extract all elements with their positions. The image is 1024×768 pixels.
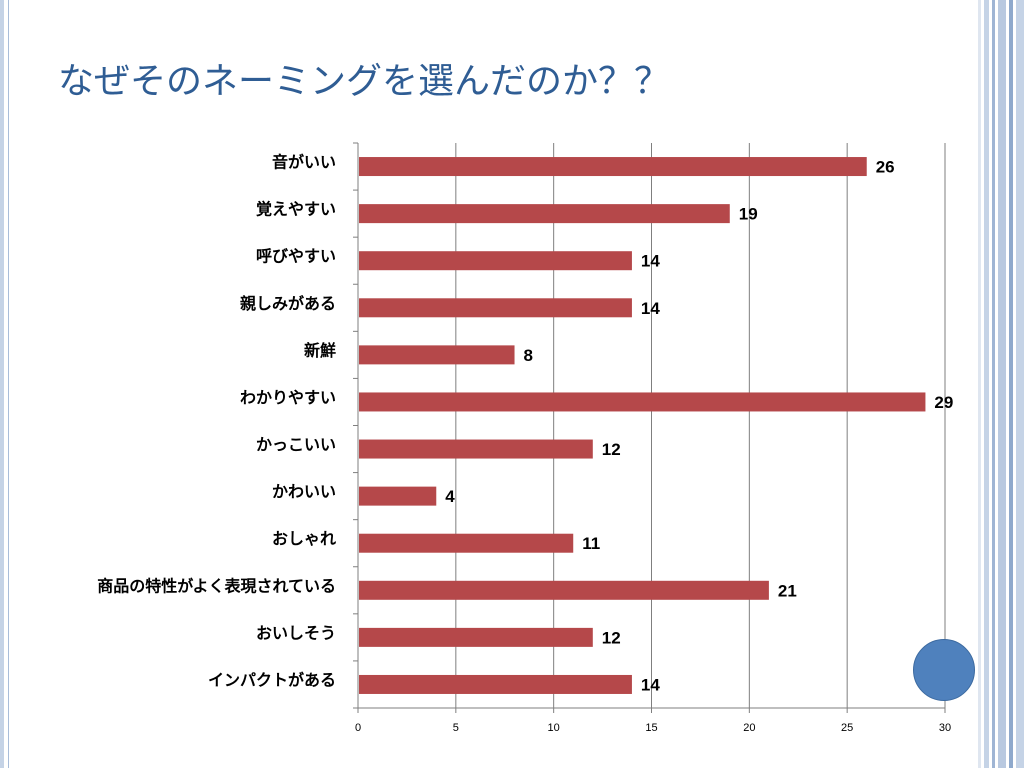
category-label: 音がいい <box>272 153 336 172</box>
data-label: 12 <box>602 628 621 647</box>
data-label: 19 <box>739 205 758 224</box>
category-label: おいしそう <box>256 623 336 642</box>
bar <box>359 533 574 553</box>
x-tick-label: 25 <box>841 722 853 734</box>
data-label: 14 <box>641 675 660 694</box>
category-label: 覚えやすい <box>256 200 336 219</box>
bar <box>359 627 593 647</box>
bar <box>359 392 926 412</box>
bar <box>359 439 593 459</box>
bar <box>359 486 437 506</box>
right-decorative-stripes <box>978 0 1024 768</box>
category-label: おしゃれ <box>272 529 336 548</box>
left-frame-line <box>8 0 9 768</box>
category-label: かっこいい <box>256 435 336 454</box>
x-tick-label: 5 <box>453 722 459 734</box>
slide-title: なぜそのネーミングを選んだのか？？ <box>58 61 671 102</box>
bar <box>359 298 632 318</box>
category-label: インパクトがある <box>208 670 336 689</box>
x-tick-label: 30 <box>939 722 951 734</box>
x-tick-label: 20 <box>743 722 755 734</box>
category-label: 親しみがある <box>240 294 336 313</box>
bar <box>359 345 515 365</box>
data-label: 4 <box>445 487 455 506</box>
x-tick-label: 15 <box>645 722 657 734</box>
data-label: 29 <box>934 393 953 412</box>
data-label: 14 <box>641 299 660 318</box>
data-label: 14 <box>641 252 660 271</box>
category-label: 商品の特性がよく表現されている <box>97 576 336 595</box>
bar <box>359 157 867 177</box>
x-tick-label: 10 <box>548 722 560 734</box>
data-label: 21 <box>778 581 797 600</box>
blue-circle-decoration <box>913 639 975 701</box>
bar <box>359 674 632 694</box>
bar <box>359 251 632 271</box>
category-label: わかりやすい <box>240 388 336 407</box>
left-frame <box>0 0 4 768</box>
data-label: 8 <box>524 346 533 365</box>
bar <box>359 204 730 224</box>
data-label: 26 <box>876 158 895 177</box>
category-label: 新鮮 <box>304 341 336 360</box>
data-label: 12 <box>602 440 621 459</box>
data-label: 11 <box>582 534 600 553</box>
bar <box>359 580 769 600</box>
category-label: 呼びやすい <box>256 247 336 266</box>
x-tick-label: 0 <box>355 722 361 734</box>
category-label: かわいい <box>272 482 336 501</box>
